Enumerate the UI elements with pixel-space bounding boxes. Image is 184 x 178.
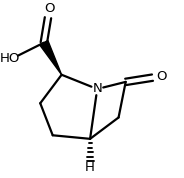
Text: N: N [92, 82, 102, 96]
Text: O: O [44, 2, 54, 15]
Text: O: O [156, 70, 167, 83]
Polygon shape [40, 40, 62, 75]
Text: H: H [85, 161, 95, 174]
Text: HO: HO [0, 52, 20, 65]
